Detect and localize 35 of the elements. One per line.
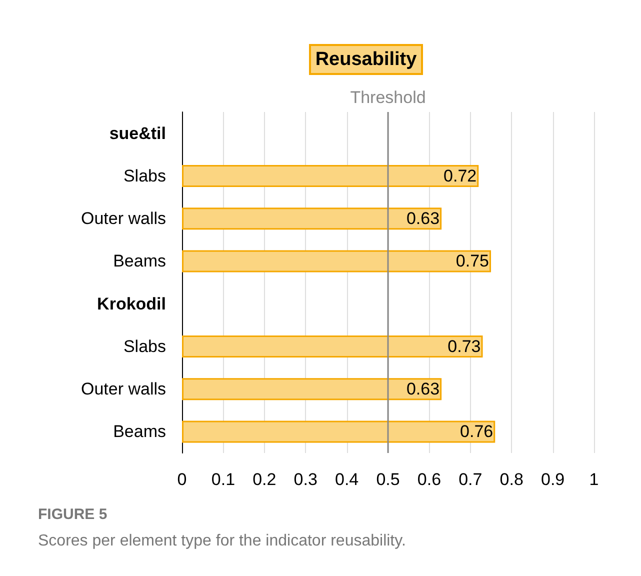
text: Scores per element type for the indicator reusability. <box>38 532 406 550</box>
x-tick-label: 0.3 <box>294 470 318 489</box>
bar <box>182 335 483 358</box>
data-label: 0.63 <box>406 209 440 228</box>
x-tick-label: 0.1 <box>211 470 236 489</box>
bar <box>182 378 442 400</box>
x-tick-label: 0 <box>177 470 187 489</box>
x-tick-label: 0.9 <box>540 470 565 489</box>
y-tick-label: Krokodil <box>97 294 166 314</box>
bar <box>182 250 491 272</box>
x-tick-label: 0.2 <box>252 470 276 489</box>
y-tick-label: Outer walls <box>80 380 166 399</box>
x-tick-label: 0.8 <box>500 470 524 489</box>
data-label: 0.72 <box>444 166 477 186</box>
caption: FIGURE 5 <box>38 506 108 523</box>
data-label: 0.63 <box>406 380 440 399</box>
y-tick-label: Beams <box>113 422 166 442</box>
x-tick-label: 0.4 <box>334 470 359 489</box>
bar <box>182 420 496 443</box>
y-tick-label: Outer walls <box>80 209 166 228</box>
bar <box>182 208 442 230</box>
data-label: 0.76 <box>460 422 494 442</box>
y-tick-label: Slabs <box>123 336 166 356</box>
x-tick-label: 1 <box>589 470 599 489</box>
data-label: 0.73 <box>448 336 481 356</box>
y-tick-label: Slabs <box>123 166 166 186</box>
data-label: 0.75 <box>456 252 489 271</box>
y-tick-label: Beams <box>113 252 166 271</box>
bar <box>182 164 479 187</box>
y-tick-label: sue&til <box>109 124 166 143</box>
x-tick-label: 0.6 <box>417 470 442 489</box>
ref-line-label: Threshold <box>350 88 426 107</box>
x-tick-label: 0.5 <box>376 470 400 489</box>
chart-title: Reusability <box>315 49 418 70</box>
x-tick-label: 0.7 <box>458 470 482 489</box>
